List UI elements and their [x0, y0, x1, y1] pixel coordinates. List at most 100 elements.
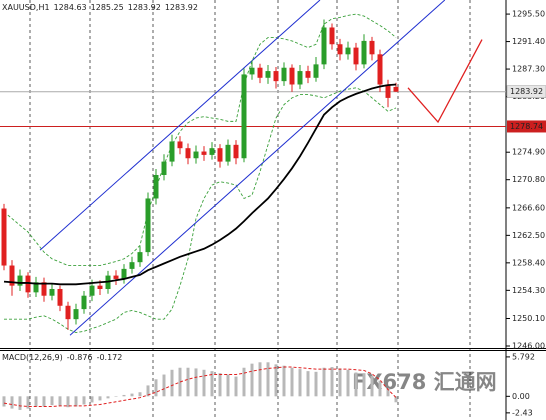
macd-bar: [370, 375, 374, 397]
moving-average: [3, 83, 397, 286]
macd-bar: [338, 368, 342, 397]
candle-body: [25, 275, 31, 293]
candle-body: [329, 27, 335, 45]
macd-bar: [162, 374, 166, 397]
ohlc-high: 1285.25: [91, 3, 124, 12]
candle-body: [145, 198, 151, 253]
macd-bar: [258, 362, 262, 397]
macd-bar: [90, 396, 94, 403]
candle-body: [377, 54, 383, 85]
macd-bar: [74, 396, 78, 407]
macd-bar: [26, 396, 30, 409]
macd-bar: [42, 396, 46, 407]
candle-body: [313, 64, 319, 78]
candle-body: [185, 148, 191, 159]
macd-bar: [306, 371, 310, 397]
candle-body: [97, 285, 103, 289]
macd-bar: [114, 396, 118, 397]
macd-bar: [218, 373, 222, 397]
macd-bar: [250, 363, 254, 397]
y-tick-label: 1291.40: [512, 37, 545, 46]
candle-body: [353, 47, 359, 65]
macd-bar: [210, 371, 214, 397]
channel-line: [39, 0, 321, 251]
current-price-box: [506, 85, 546, 98]
macd-bar: [10, 396, 14, 409]
macd-bar: [58, 396, 62, 406]
macd-main-value: -0.876: [67, 353, 93, 362]
candle-body: [249, 67, 255, 75]
candle-body: [33, 282, 39, 293]
candle-body: [121, 268, 127, 279]
band-upper: [3, 13, 397, 266]
macd-bar: [226, 374, 230, 397]
macd-bar: [242, 367, 246, 397]
macd-bar: [122, 394, 126, 397]
candle-body: [137, 252, 143, 263]
y-tick-label: 1266.60: [512, 203, 545, 212]
candle-body: [17, 275, 23, 286]
forecast-path: [407, 39, 483, 124]
level-label-box: [507, 120, 546, 133]
macd-bar: [194, 368, 198, 397]
macd-bar: [274, 364, 278, 397]
macd-bar: [178, 367, 182, 397]
candle-body: [393, 86, 399, 92]
macd-bar: [98, 396, 102, 401]
candle-body: [217, 148, 223, 162]
macd-bar: [154, 379, 158, 397]
macd-signal-value: -0.172: [97, 353, 123, 362]
y-tick-label: 1262.50: [512, 231, 545, 240]
y-tick-label: 1250.10: [512, 314, 545, 323]
symbol-header: XAUUSD,H1 1284.63 1285.25 1283.92 1283.92: [2, 3, 198, 12]
candle-body: [369, 40, 375, 55]
macd-bar: [146, 385, 150, 397]
level-label: 1278.74: [510, 122, 543, 131]
ohlc-open: 1284.63: [54, 3, 87, 12]
candle-body: [321, 27, 327, 65]
candle-body: [297, 71, 303, 85]
y-tick-label: 1295.50: [512, 10, 545, 19]
macd-bar: [266, 362, 270, 397]
y-tick-label: 1270.80: [512, 175, 545, 184]
macd-bar: [314, 371, 318, 397]
candle-body: [1, 208, 7, 266]
y-tick-label: 1246.00: [512, 341, 545, 350]
macd-bar: [170, 369, 174, 397]
macd-y-tick-label: -2.43: [512, 408, 533, 417]
macd-y-tick-label: 5.792: [512, 352, 535, 361]
candle-body: [201, 151, 207, 155]
candle-body: [65, 305, 71, 320]
macd-bar: [330, 367, 334, 397]
macd-name: MACD(12,26,9): [2, 353, 63, 362]
y-tick-label: 1274.90: [512, 148, 545, 157]
candle-body: [265, 71, 271, 78]
candle-body: [161, 161, 167, 176]
candle-body: [177, 141, 183, 149]
macd-y-tick-label: 0.00: [512, 392, 530, 401]
macd-signal: [3, 366, 397, 408]
macd-bar: [322, 367, 326, 397]
candle-body: [41, 282, 47, 296]
macd-bar: [138, 392, 142, 397]
y-tick-label: 1287.30: [512, 65, 545, 74]
band-lower: [4, 87, 397, 334]
candle-body: [169, 141, 175, 162]
candle-body: [193, 151, 199, 159]
symbol-name: XAUUSD,H1: [2, 3, 50, 12]
macd-bar: [290, 367, 294, 397]
candle-body: [225, 144, 231, 162]
candle-body: [337, 44, 343, 55]
watermark: FX678 汇通网: [352, 370, 497, 394]
y-tick-label: 1258.40: [512, 258, 545, 267]
macd-bar: [66, 396, 70, 408]
macd-bar: [282, 365, 286, 397]
macd-bar: [82, 396, 86, 405]
macd-bar: [234, 376, 238, 397]
ohlc-close: 1283.92: [165, 3, 198, 12]
macd-header: MACD(12,26,9) -0.876 -0.172: [2, 353, 122, 362]
candle-body: [273, 71, 279, 82]
macd-bar: [130, 393, 134, 397]
candle-body: [257, 67, 263, 78]
